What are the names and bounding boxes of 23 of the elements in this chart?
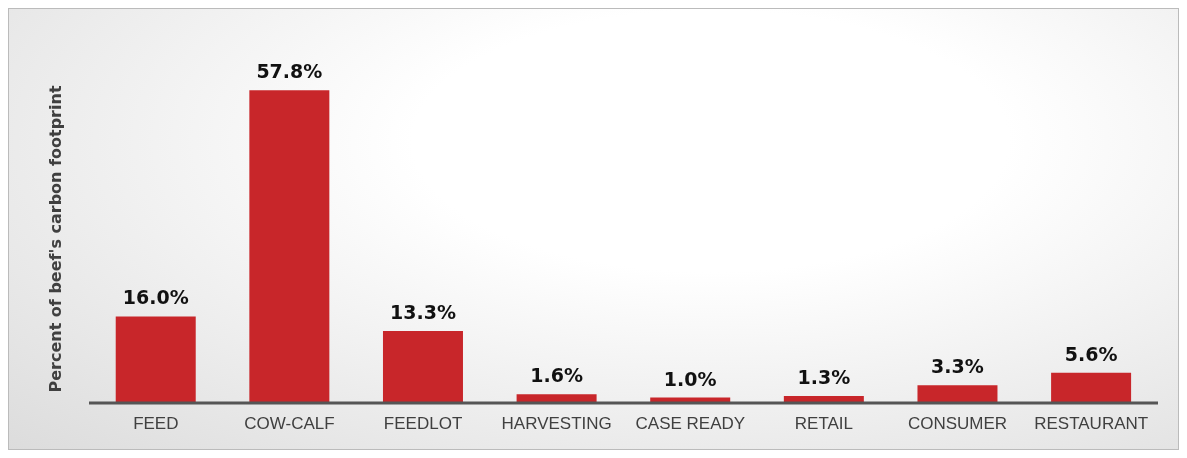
data-label: 5.6%	[1064, 342, 1118, 365]
data-label: 57.8%	[256, 60, 323, 83]
data-label: 1.3%	[797, 365, 851, 388]
bar	[1051, 372, 1132, 403]
x-tick-label: FEEDLOT	[383, 414, 463, 434]
bar	[249, 90, 330, 403]
bar	[115, 316, 196, 403]
bar	[516, 394, 597, 403]
x-tick-label: RESTAURANT	[1034, 414, 1149, 434]
x-tick-label: CONSUMER	[907, 414, 1008, 434]
bar	[917, 385, 998, 403]
data-label: 1.6%	[530, 364, 583, 387]
data-label: 16.0%	[122, 286, 189, 309]
x-tick-label: FEED	[133, 414, 179, 434]
data-label: 1.0%	[663, 367, 717, 390]
y-axis-title: Percent of beef's carbon footprint	[46, 85, 65, 393]
x-tick-label: CASE READY	[635, 414, 746, 434]
x-tick-label: HARVESTING	[501, 414, 612, 434]
data-label: 13.3%	[390, 301, 456, 324]
x-tick-label: RETAIL	[794, 414, 854, 434]
bar	[382, 331, 463, 403]
x-tick-label: COW-CALF	[244, 414, 335, 434]
data-label: 3.3%	[931, 355, 984, 378]
